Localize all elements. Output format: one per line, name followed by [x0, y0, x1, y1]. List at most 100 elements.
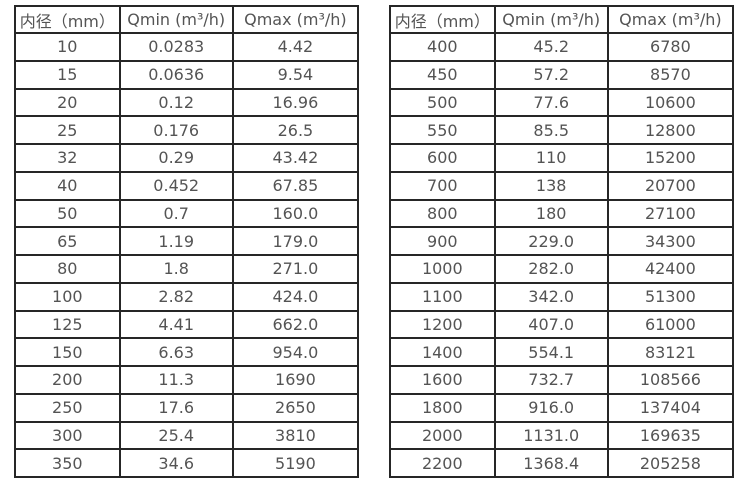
diameter-cell: 250	[14, 392, 121, 423]
qmin-cell: 229.0	[493, 226, 609, 256]
qmax-cell: 26.5	[231, 115, 360, 145]
diameter-cell: 10	[14, 32, 121, 62]
diameter-cell: 20	[14, 87, 121, 118]
table-row: 65 1.19 179.0	[14, 226, 360, 256]
qmin-cell: 45.2	[493, 32, 609, 62]
table-row: 32 0.29 43.42	[14, 143, 360, 173]
diameter-cell: 800	[389, 198, 496, 229]
diameter-cell: 700	[389, 170, 496, 201]
table-row: 700 138 20700	[389, 170, 735, 201]
qmin-cell: 0.0283	[118, 32, 234, 62]
table-row: 500 77.6 10600	[389, 87, 735, 118]
table-row: 250 17.6 2650	[14, 392, 360, 423]
qmax-cell: 179.0	[231, 226, 360, 256]
column-header-qmin: Qmin (m³/h)	[493, 5, 609, 34]
qmin-cell: 282.0	[493, 254, 609, 284]
header-row: 内径（mm） Qmin (m³/h) Qmax (m³/h)	[14, 5, 360, 34]
diameter-cell: 1200	[389, 309, 496, 340]
qmax-cell: 15200	[606, 143, 735, 173]
qmax-cell: 6780	[606, 32, 735, 62]
table-row: 550 85.5 12800	[389, 115, 735, 145]
qmax-cell: 169635	[606, 420, 735, 451]
diameter-cell: 1000	[389, 254, 496, 284]
diameter-cell: 200	[14, 365, 121, 395]
qmax-cell: 424.0	[231, 281, 360, 312]
qmax-cell: 16.96	[231, 87, 360, 118]
qmin-cell: 407.0	[493, 309, 609, 340]
table-row: 2000 1131.0 169635	[389, 420, 735, 451]
qmax-cell: 205258	[606, 448, 735, 478]
qmin-cell: 0.0636	[118, 59, 234, 90]
qmax-cell: 137404	[606, 392, 735, 423]
diameter-cell: 25	[14, 115, 121, 145]
table-row: 600 110 15200	[389, 143, 735, 173]
table-row: 450 57.2 8570	[389, 59, 735, 90]
table-row: 300 25.4 3810	[14, 420, 360, 451]
diameter-cell: 40	[14, 170, 121, 201]
table-row: 40 0.452 67.85	[14, 170, 360, 201]
table-row: 900 229.0 34300	[389, 226, 735, 256]
table-row: 15 0.0636 9.54	[14, 59, 360, 90]
qmax-cell: 662.0	[231, 309, 360, 340]
diameter-cell: 1600	[389, 365, 496, 395]
qmax-cell: 1690	[231, 365, 360, 395]
diameter-cell: 300	[14, 420, 121, 451]
table-row: 50 0.7 160.0	[14, 198, 360, 229]
flow-range-table-small-diameters: 内径（mm） Qmin (m³/h) Qmax (m³/h) 10 0.0283 4…	[14, 5, 360, 478]
column-header-qmax: Qmax (m³/h)	[606, 5, 735, 34]
qmax-cell: 20700	[606, 170, 735, 201]
table-row: 1600 732.7 108566	[389, 365, 735, 395]
qmin-cell: 0.7	[118, 198, 234, 229]
qmin-cell: 554.1	[493, 337, 609, 367]
qmin-cell: 85.5	[493, 115, 609, 145]
qmin-cell: 138	[493, 170, 609, 201]
qmin-cell: 110	[493, 143, 609, 173]
qmin-cell: 0.12	[118, 87, 234, 118]
table-row: 200 11.3 1690	[14, 365, 360, 395]
table-row: 2200 1368.4 205258	[389, 448, 735, 478]
qmax-cell: 9.54	[231, 59, 360, 90]
qmax-cell: 83121	[606, 337, 735, 367]
diameter-cell: 1100	[389, 281, 496, 312]
qmin-cell: 180	[493, 198, 609, 229]
diameter-cell: 50	[14, 198, 121, 229]
flow-range-table-large-diameters: 内径（mm） Qmin (m³/h) Qmax (m³/h) 400 45.2 67…	[389, 5, 735, 478]
diameter-cell: 80	[14, 254, 121, 284]
diameter-cell: 1400	[389, 337, 496, 367]
table-row: 1100 342.0 51300	[389, 281, 735, 312]
diameter-cell: 32	[14, 143, 121, 173]
qmin-cell: 6.63	[118, 337, 234, 367]
table-row: 1400 554.1 83121	[389, 337, 735, 367]
table-row: 1000 282.0 42400	[389, 254, 735, 284]
qmin-cell: 17.6	[118, 392, 234, 423]
table-row: 80 1.8 271.0	[14, 254, 360, 284]
table-row: 800 180 27100	[389, 198, 735, 229]
table-row: 125 4.41 662.0	[14, 309, 360, 340]
qmax-cell: 34300	[606, 226, 735, 256]
table-row: 10 0.0283 4.42	[14, 32, 360, 62]
diameter-cell: 350	[14, 448, 121, 478]
diameter-cell: 450	[389, 59, 496, 90]
qmin-cell: 0.29	[118, 143, 234, 173]
table-row: 400 45.2 6780	[389, 32, 735, 62]
diameter-cell: 2200	[389, 448, 496, 478]
qmax-cell: 3810	[231, 420, 360, 451]
diameter-cell: 65	[14, 226, 121, 256]
table-row: 1800 916.0 137404	[389, 392, 735, 423]
qmax-cell: 271.0	[231, 254, 360, 284]
qmin-cell: 77.6	[493, 87, 609, 118]
qmax-cell: 4.42	[231, 32, 360, 62]
diameter-cell: 500	[389, 87, 496, 118]
qmin-cell: 1.19	[118, 226, 234, 256]
table-row: 100 2.82 424.0	[14, 281, 360, 312]
qmin-cell: 1131.0	[493, 420, 609, 451]
diameter-cell: 150	[14, 337, 121, 367]
diameter-cell: 1800	[389, 392, 496, 423]
qmax-cell: 42400	[606, 254, 735, 284]
qmin-cell: 1368.4	[493, 448, 609, 478]
qmin-cell: 11.3	[118, 365, 234, 395]
qmax-cell: 27100	[606, 198, 735, 229]
qmax-cell: 954.0	[231, 337, 360, 367]
qmax-cell: 67.85	[231, 170, 360, 201]
